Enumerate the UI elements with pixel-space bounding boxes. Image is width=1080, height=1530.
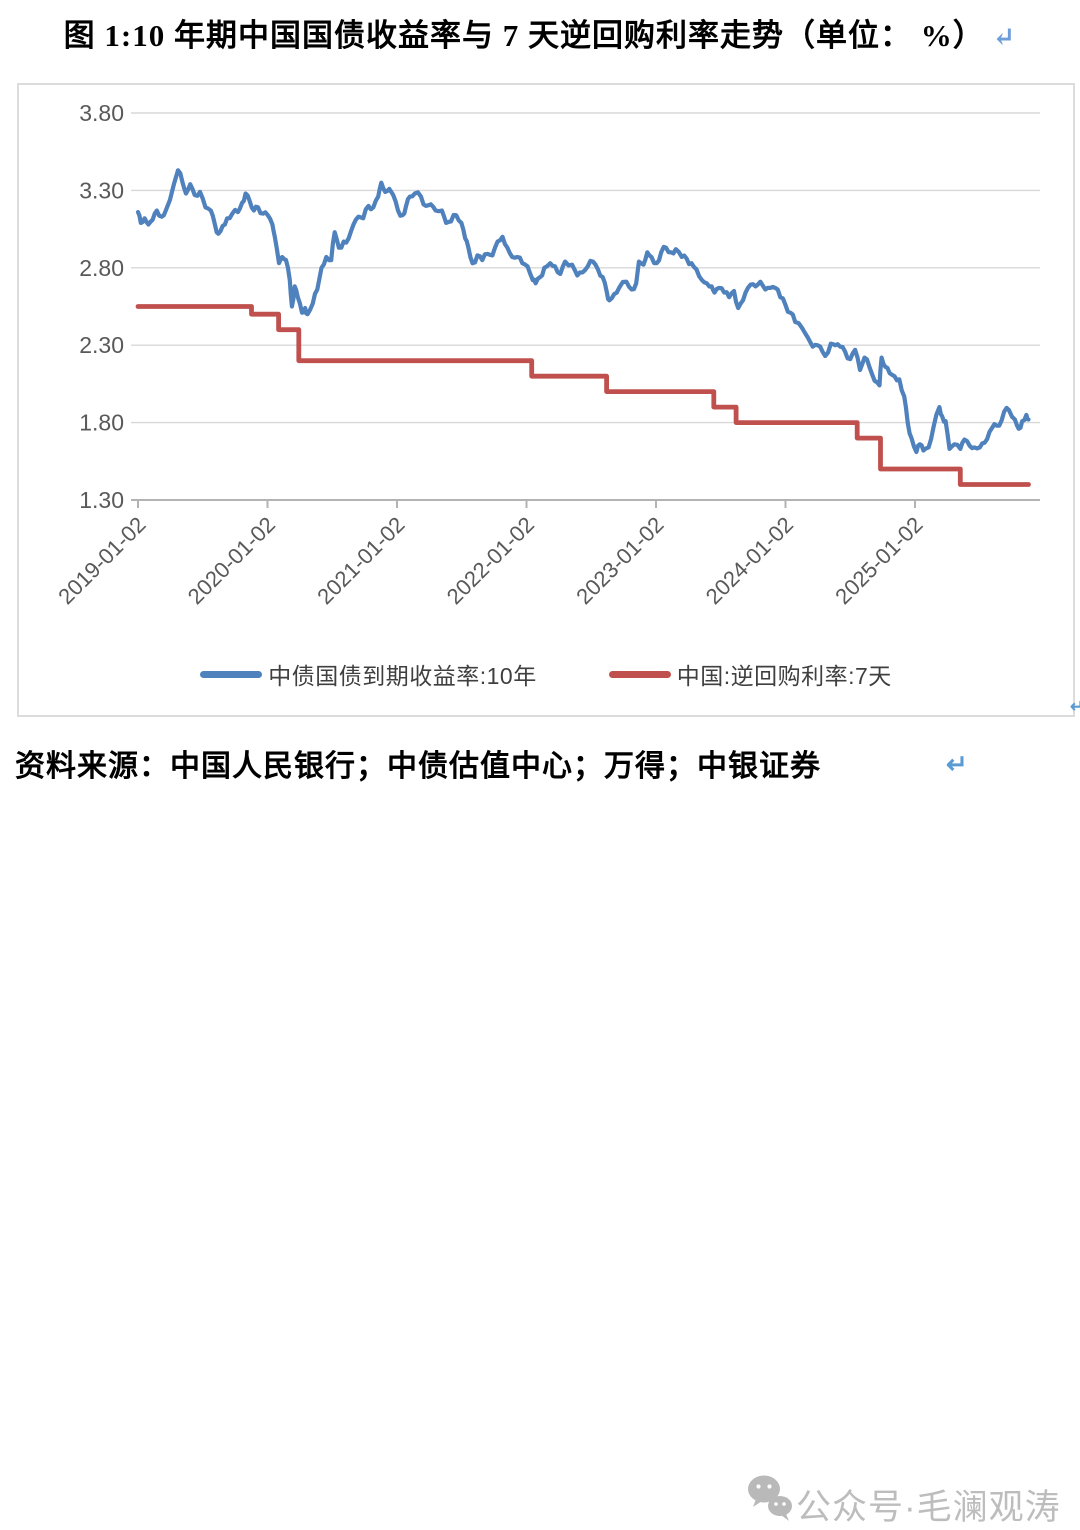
source-text: 资料来源：中国人民银行；中债估值中心；万得；中银证券 (15, 750, 821, 783)
y-tick-label: 2.80 (79, 255, 124, 281)
x-tick-label: 2022-01-02 (442, 512, 539, 609)
x-tick-label: 2024-01-02 (701, 512, 798, 609)
paragraph-return-icon: ↵ (1070, 697, 1080, 716)
paragraph-return-icon: ↵ (946, 749, 968, 779)
source-row: 公众号·毛澜观涛 资料来源：中国人民银行；中债估值中心；万得；中银证券 ↵ (0, 735, 1080, 1527)
x-tick-label: 2025-01-02 (830, 512, 927, 609)
legend-item-bond-yield: 中债国债到期收益率:10年 (200, 657, 536, 691)
y-tick-label: 3.80 (79, 100, 124, 126)
bond-yield-line (135, 168, 1031, 455)
legend-label-bond-yield: 中债国债到期收益率:10年 (268, 663, 537, 689)
y-tick-label: 2.30 (79, 332, 124, 358)
repo-rate-line (135, 304, 1031, 487)
x-tick-label: 2019-01-02 (53, 512, 150, 609)
legend-line-blue-icon (200, 670, 263, 678)
legend-line-red-icon (608, 670, 671, 678)
chart-title: 图 1:10 年期中国国债收益率与 7 天逆回购利率走势（单位： %） ↵ (0, 10, 1080, 55)
y-tick-label: 1.80 (79, 410, 124, 436)
chart-legend: 中债国债到期收益率:10年 中国:逆回购利率:7天 (17, 656, 1075, 692)
watermark-text: 公众号·毛澜观涛 (796, 1488, 1061, 1527)
x-tick-label: 2023-01-02 (571, 512, 668, 609)
legend-label-repo-rate: 中国:逆回购利率:7天 (676, 663, 892, 689)
y-tick-label: 1.30 (79, 487, 124, 513)
legend-item-repo-rate: 中国:逆回购利率:7天 (608, 657, 892, 691)
chart-title-text: 图 1:10 年期中国国债收益率与 7 天逆回购利率走势（单位： %） (63, 18, 985, 53)
watermark: 公众号·毛澜观涛 (746, 1473, 1061, 1530)
x-tick-label: 2020-01-02 (183, 512, 280, 609)
x-tick-label: 2021-01-02 (312, 512, 409, 609)
paragraph-return-icon: ↵ (992, 22, 1017, 52)
wechat-icon (748, 1475, 792, 1521)
y-tick-label: 3.30 (79, 177, 124, 203)
